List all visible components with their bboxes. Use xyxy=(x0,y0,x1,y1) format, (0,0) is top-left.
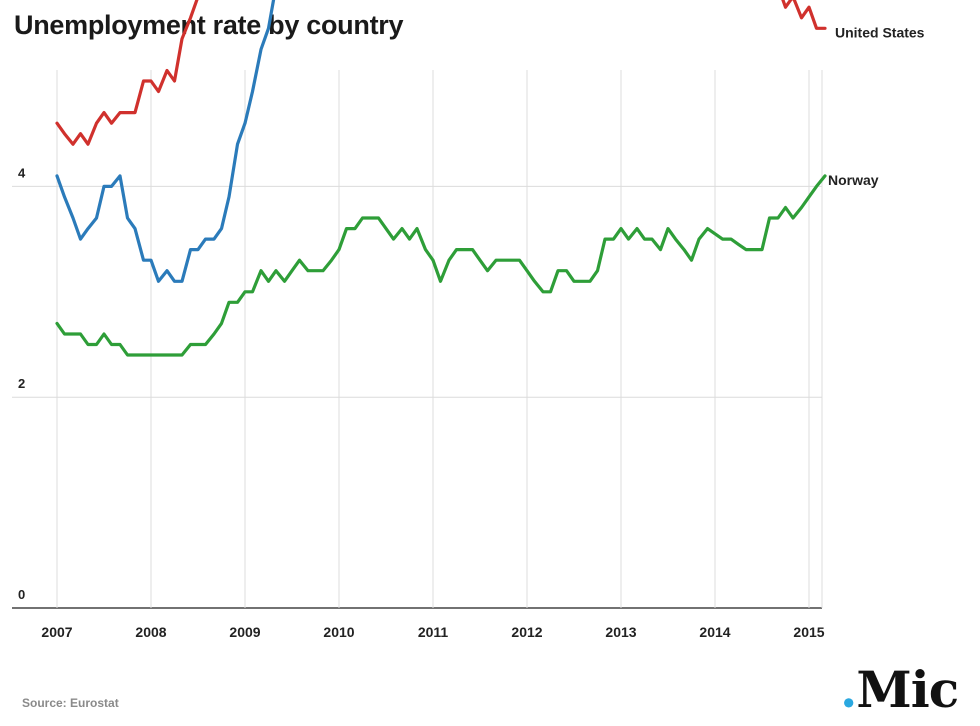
y-tick-label: 0 xyxy=(18,587,25,602)
series-label-norway: Norway xyxy=(828,172,879,188)
x-tick-label: 2012 xyxy=(511,624,542,640)
series-label-united-states: United States xyxy=(835,24,925,40)
x-tick-label: 2007 xyxy=(41,624,72,640)
series-line-norway xyxy=(55,174,827,357)
x-tick-label: 2008 xyxy=(135,624,166,640)
series-lines xyxy=(55,0,827,357)
x-tick-label: 2013 xyxy=(605,624,636,640)
x-tick-label: 2010 xyxy=(323,624,354,640)
series-line-united-states xyxy=(55,0,827,146)
y-tick-label: 2 xyxy=(18,376,25,391)
x-tick-label: 2011 xyxy=(418,624,449,640)
y-tick-label: 4 xyxy=(18,165,26,180)
x-axis-ticks: 2007 2008 2009 2010 2011 2012 2013 2014 2015 xyxy=(41,624,824,640)
x-tick-label: 2014 xyxy=(699,624,730,640)
chart-title: Unemployment rate by country xyxy=(14,10,404,40)
x-tick-label: 2015 xyxy=(793,624,824,640)
x-tick-label: 2009 xyxy=(229,624,260,640)
logo-dot: . xyxy=(840,660,857,719)
source-note: Source: Eurostat xyxy=(22,696,119,710)
logo-text: Mic xyxy=(856,660,959,719)
gridlines xyxy=(12,70,823,609)
mic-logo: .Mic xyxy=(840,660,959,719)
series-line-denmark xyxy=(55,0,276,283)
y-axis-ticks: 0246810% xyxy=(18,165,26,602)
series-labels: United StatesDenmarkNorway xyxy=(828,24,925,188)
